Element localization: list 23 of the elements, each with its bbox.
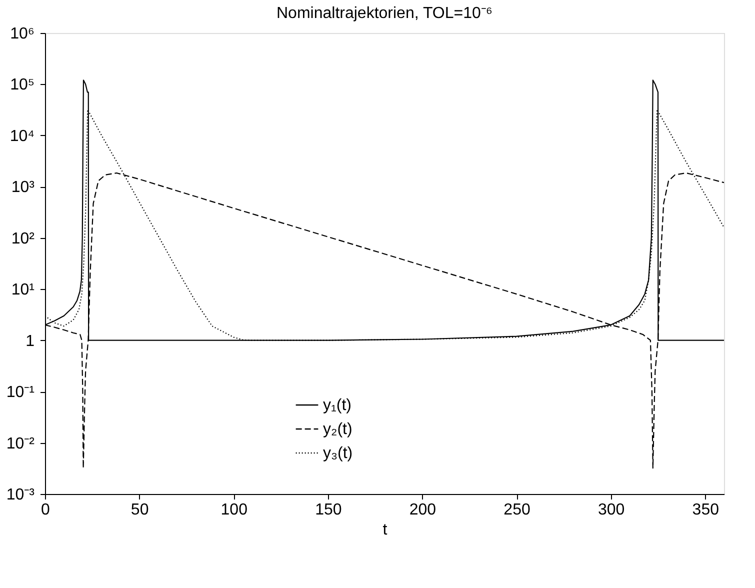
x-tick-label: 200 bbox=[409, 502, 436, 518]
chart-title: Nominaltrajektorien, TOL=10⁻⁶ bbox=[276, 5, 492, 22]
x-tick-label: 0 bbox=[41, 502, 50, 518]
y-tick-label: 10⁻¹ bbox=[6, 384, 34, 402]
x-axis-title: t bbox=[382, 522, 388, 538]
y-tick-label: 1 bbox=[26, 332, 35, 350]
legend-label: y₂(t) bbox=[323, 421, 352, 438]
y-tick-label: 10⁻³ bbox=[6, 486, 36, 504]
y-tick-label: 10⁴ bbox=[10, 128, 35, 145]
x-tick-label: 100 bbox=[220, 502, 248, 518]
y-tick-label: 10⁻² bbox=[6, 435, 36, 452]
y-tick-label: 10² bbox=[11, 230, 36, 248]
x-tick-label: 250 bbox=[504, 502, 530, 518]
y-tick-label: 10¹ bbox=[11, 282, 34, 299]
x-tick-label: 150 bbox=[315, 502, 342, 518]
y-tick-label: 10⁵ bbox=[10, 76, 34, 94]
legend-label: y₁(t) bbox=[323, 397, 352, 414]
y-tick-label: 10³ bbox=[11, 179, 36, 196]
x-tick-label: 300 bbox=[598, 502, 625, 518]
y-tick-label: 10⁶ bbox=[10, 26, 34, 42]
legend-label: y₃(t) bbox=[323, 445, 353, 462]
x-tick-label: 50 bbox=[130, 502, 149, 518]
x-tick-label: 350 bbox=[692, 502, 720, 518]
